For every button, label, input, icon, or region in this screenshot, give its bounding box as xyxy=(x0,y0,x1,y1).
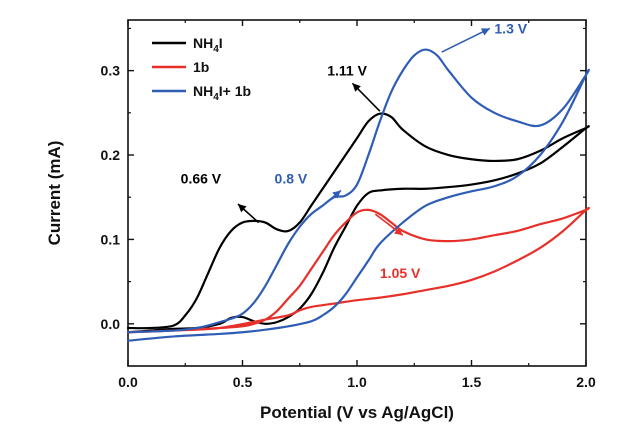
annotation-arrow-head xyxy=(480,28,490,36)
legend-label: 1b xyxy=(193,59,209,75)
annotation-label: 0.8 V xyxy=(275,171,308,187)
x-tick-label: 1.0 xyxy=(347,374,367,390)
legend: NH4I 1b NH4I+ 1b xyxy=(152,35,251,103)
annotation-arrow-shaft xyxy=(441,27,491,53)
x-tick-label: 0.0 xyxy=(118,374,138,390)
x-tick-label: 1.5 xyxy=(462,374,482,390)
annotation-arrow-head xyxy=(352,83,361,92)
annotation-label: 1.05 V xyxy=(380,265,421,281)
series-layer xyxy=(126,48,590,342)
series-line-1 xyxy=(126,206,590,334)
legend-label: NH4I xyxy=(193,35,223,55)
annotation-label: 1.3 V xyxy=(494,20,527,36)
y-tick-label: 0.0 xyxy=(101,316,121,332)
y-axis-title-group: Current (mA) xyxy=(45,141,64,246)
annotation-arrow-head xyxy=(394,227,403,236)
annotation-arrow-head xyxy=(237,203,247,213)
y-tick-label: 0.1 xyxy=(101,231,121,247)
x-tick-label: 2.0 xyxy=(576,374,596,390)
series-line-2 xyxy=(126,48,590,342)
y-axis-title: Current (mA) xyxy=(45,141,64,246)
ticks-layer: 0.0 0.5 1.0 1.5 2.0 0.0 0.1 0.2 0.3 xyxy=(101,20,596,390)
legend-label: NH4I+ 1b xyxy=(193,83,251,103)
x-axis-title: Potential (V vs Ag/AgCl) xyxy=(260,403,454,422)
annotation-arrow-head xyxy=(332,190,341,199)
x-tick-label: 0.5 xyxy=(233,374,253,390)
y-tick-label: 0.3 xyxy=(101,63,121,79)
annotation-label: 1.11 V xyxy=(327,63,367,79)
annotations-layer: 1.3 V 1.11 V 0.66 V 0.8 V 1.05 V xyxy=(181,20,528,281)
annotation-label: 0.66 V xyxy=(181,171,222,187)
y-tick-label: 0.2 xyxy=(101,147,121,163)
series-line-0 xyxy=(126,112,590,334)
